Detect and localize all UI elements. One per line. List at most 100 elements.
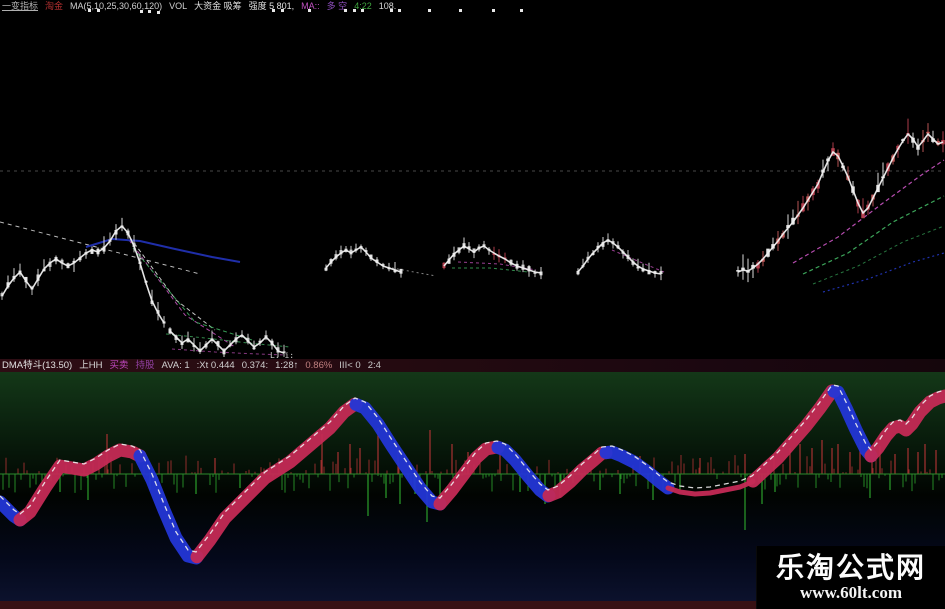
price-ma-line [132,247,253,341]
price-close-spine [169,330,285,354]
dma-title-fragment: 2:4 [367,360,381,371]
chart-annotation: L. i: [270,351,294,360]
candle-body [60,259,64,264]
topbar-dot-mark [459,9,462,12]
price-ma-line [822,252,945,293]
candle-body [786,225,790,229]
candle-body [472,248,476,253]
price-close-spine [443,245,542,274]
candle-segment [442,237,543,280]
dma-title-fragment: :Xt 0.444 [196,360,235,371]
candle-body [216,341,220,347]
candle-segment [736,118,945,283]
watermark-site-name: 乐淘公式网 [775,551,926,583]
candle-body [659,271,663,274]
candle-body [381,263,385,266]
price-ma-line [452,267,529,273]
param-text-fragment: 一变指标 [2,1,39,11]
dma-title-fragment: 上HH [79,360,103,371]
dma-title-fragment: III< 0 [339,360,361,371]
param-text-fragment: 多 空 [326,1,348,11]
ribbon-segment-blue [827,384,878,463]
topbar-dot-mark [272,9,275,12]
price-close-spine [325,245,402,273]
candle-body [761,258,765,262]
topbar-dot-mark [97,9,100,12]
param-text-fragment: MA(5,10,25,30,60,120) [70,1,163,11]
bottom-edge-strip [0,601,945,609]
candle-body [349,249,353,255]
dma-title-fragment: 1:28↑ [275,360,299,371]
candle-body [168,328,172,334]
ribbon-segment-red [13,443,147,527]
candle-body [90,248,94,254]
candle-body [926,131,930,134]
candle-body [751,264,755,269]
param-text-fragment: 大资金 吸筹 [194,1,242,11]
price-ma-line [85,237,241,263]
topbar-dot-mark [140,10,143,13]
topbar-dot-mark [361,9,364,12]
dma-title-fragment: 0.86% [305,360,333,371]
candle-body [258,340,262,343]
dma-title-fragment: DMA特斗(13.50) [2,360,73,371]
ribbon-segment-red [864,389,945,463]
price-ma-line [792,159,945,264]
candle-body [492,253,496,256]
param-text-fragment: 108. [378,1,397,11]
candle-body [756,262,760,269]
topbar-dot-mark [398,9,401,12]
candle-segment [324,243,403,278]
candle-body [539,271,543,276]
candle-body [467,246,471,250]
ribbon-dashed-line [0,384,945,553]
ribbon-segment-blue [349,397,447,511]
dma-indicator-title-bar[interactable]: DMA特斗(13.50) 上HH 买卖 持股 AVA: 1:Xt 0.444 0.374:… [0,359,945,372]
price-close-spine [737,132,944,273]
param-text-fragment: 4:22 [354,1,372,11]
dma-histogram [2,428,943,530]
price-ma-line [125,231,216,331]
candle-body [180,343,184,345]
price-ma-line [611,249,665,273]
price-ma-line [171,348,287,356]
dma-ribbon [0,384,945,565]
topbar-dot-mark [520,9,523,12]
candle-body [647,270,651,275]
dma-title-fragment: 买卖 [109,360,129,371]
topbar-dot-mark [390,9,393,12]
ribbon-segment-blue [491,440,556,503]
candle-body [527,266,531,272]
candle-body [533,272,537,274]
candle-segment [576,233,663,281]
param-text-fragment: 强度 5 801, [248,1,295,11]
candle-body [324,267,328,271]
watermark-box: 乐淘公式网 www.60lt.com [756,546,945,609]
candle-body [736,270,740,272]
param-text-fragment: MA:: [301,1,320,11]
candle-segment [0,217,166,328]
candle-body [186,338,190,343]
topbar-dot-mark [428,9,431,12]
candle-body [861,210,865,219]
dma-title-fragment: 0.374: [241,360,269,371]
candle-body [252,347,256,350]
topbar-dot-mark [308,9,311,12]
topbar-dot-mark [344,9,347,12]
candle-body [601,242,605,247]
topbar-dot-mark [492,9,495,12]
candle-body [636,266,640,269]
price-ma-line [0,221,201,275]
param-text-fragment: VOL [169,1,188,11]
topbar-dot-mark [353,9,356,12]
topbar-dot-mark [148,10,151,13]
ribbon-segment-blue [599,445,675,495]
price-ma-line [802,195,945,275]
candle-body [741,267,745,270]
dma-title-fragment: AVA: 1 [161,360,190,371]
indicator-param-bar[interactable]: 一变指标 淘金 MA(5,10,25,30,60,120) VOL 大资金 吸筹 强度 5… [0,0,945,14]
watermark-site-url: www.60lt.com [800,582,902,602]
price-close-spine [1,224,165,324]
